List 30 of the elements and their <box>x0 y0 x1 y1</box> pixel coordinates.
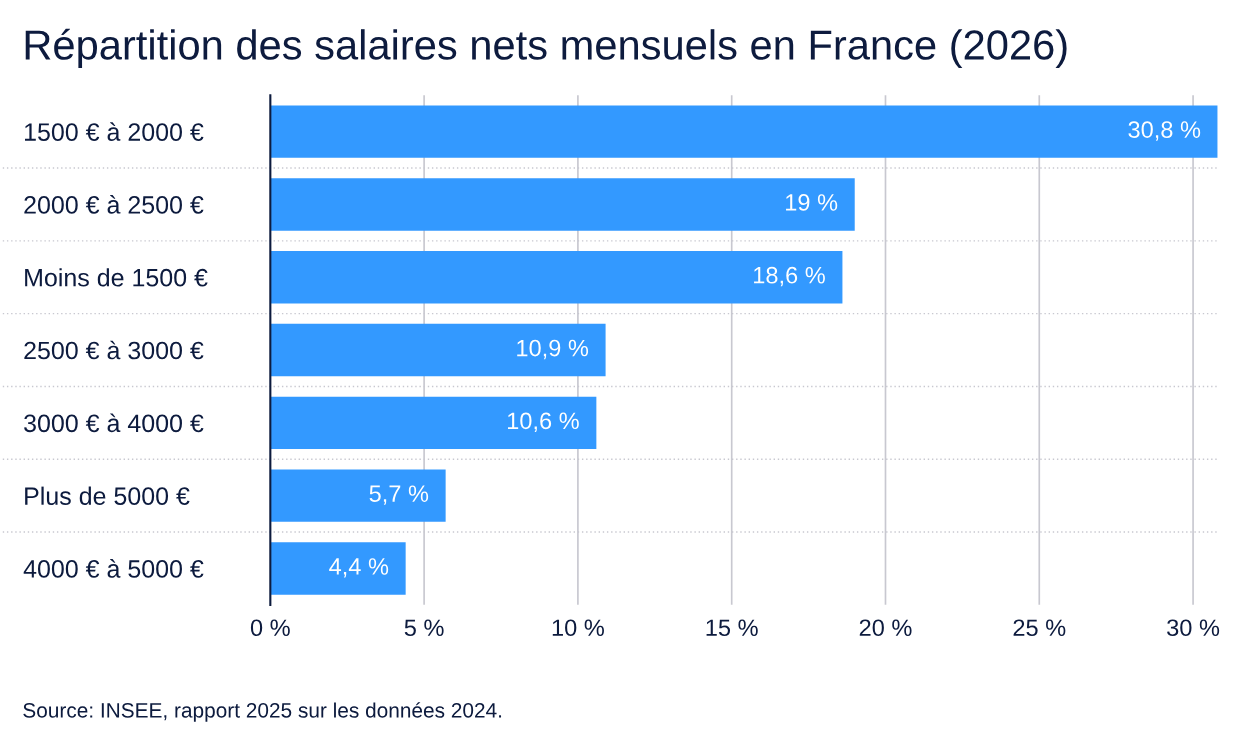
x-tick-label: 10 % <box>552 619 604 637</box>
x-tick-label: 25 % <box>1013 619 1066 637</box>
data-label: 10,9 % <box>517 339 589 360</box>
y-tick-label: 1500 € à 2000 € <box>25 122 204 141</box>
y-tick-label: Plus de 5000 € <box>25 486 190 505</box>
x-tick-label: 15 % <box>706 619 758 637</box>
data-label: 30,8 % <box>1128 121 1201 141</box>
x-tick-label: 20 % <box>859 619 912 637</box>
y-tick-label: 2000 € à 2500 € <box>24 195 204 214</box>
bar <box>270 105 1218 158</box>
bar <box>270 178 855 231</box>
bar <box>270 251 843 304</box>
y-tick-label: Moins de 1500 € <box>25 268 208 287</box>
y-tick-label: 2500 € à 3000 € <box>24 340 204 360</box>
bar <box>270 396 597 450</box>
y-tick-label: 4000 € à 5000 € <box>23 559 204 578</box>
chart-title: Répartition des salaires nets mensuels en France (2026) <box>25 28 1067 69</box>
x-tick-label: 0 % <box>250 619 290 637</box>
bar <box>270 323 606 377</box>
data-label: 4,4 % <box>329 558 389 578</box>
data-label: 19 % <box>786 194 838 211</box>
source-note: Source: INSEE, rapport 2025 sur les données 2024. <box>23 702 502 722</box>
y-tick-label: 3000 € à 4000 € <box>24 413 204 433</box>
x-tick-label: 5 % <box>404 619 444 637</box>
bar <box>270 542 406 595</box>
data-label: 5,7 % <box>369 485 429 505</box>
x-tick-label: 30 % <box>1167 619 1220 637</box>
data-label: 10,6 % <box>507 412 579 432</box>
bar <box>270 469 446 522</box>
data-label: 18,6 % <box>754 266 825 287</box>
